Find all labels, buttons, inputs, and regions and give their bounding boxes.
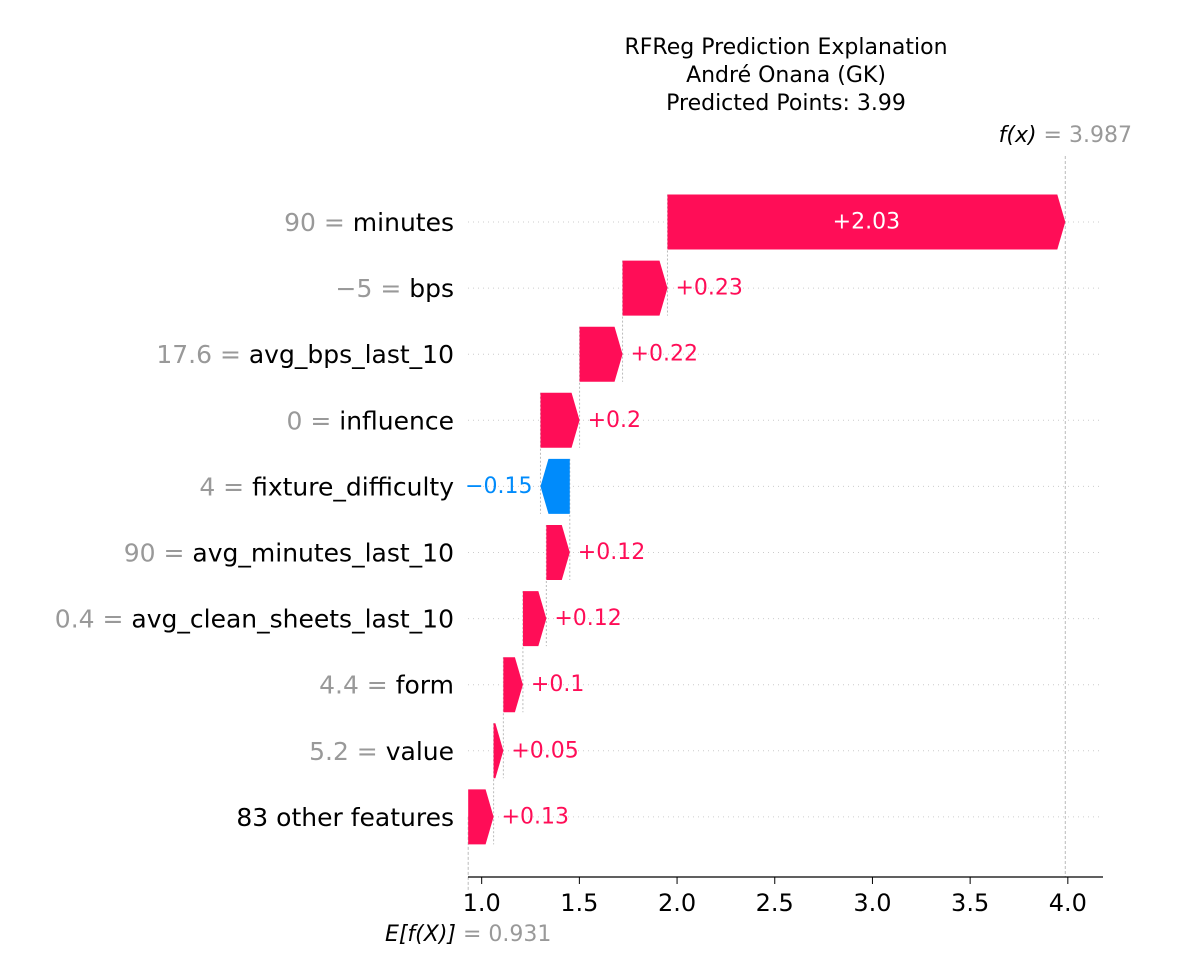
contribution-label: −0.15 — [465, 474, 532, 499]
x-tick-label: 2.0 — [658, 889, 696, 917]
feature-name: form — [396, 670, 454, 699]
x-tick-label: 3.5 — [951, 889, 989, 917]
contribution-label: +0.22 — [631, 342, 698, 367]
fx-symbol: f(x) — [999, 123, 1037, 148]
value-annotations: f(x) = 3.987 E[f(X)] = 0.931 — [385, 123, 1132, 947]
feature-name: minutes — [353, 208, 454, 237]
final-value-annotation: f(x) = 3.987 — [999, 123, 1132, 148]
x-tick-label: 2.5 — [756, 889, 794, 917]
contribution-bar — [546, 525, 570, 580]
feature-label: 4 = fixture_difficulty — [199, 472, 454, 501]
contribution-label: +0.13 — [502, 804, 569, 829]
x-axis: 1.0 1.5 2.0 2.5 3.0 3.5 4.0 — [463, 876, 1103, 917]
title-line-1: RFReg Prediction Explanation — [624, 35, 947, 60]
x-tick-label: 1.0 — [463, 889, 501, 917]
feature-value: 90 = — [124, 538, 193, 567]
contribution-bar — [667, 194, 1066, 250]
contribution-label: +0.12 — [578, 540, 645, 565]
feature-label: 0 = influence — [287, 406, 454, 435]
contribution-bar — [540, 392, 580, 448]
contribution-bar — [493, 723, 504, 779]
feature-value: 0 = — [287, 406, 340, 435]
feature-name: avg_clean_sheets_last_10 — [131, 604, 454, 633]
feature-label: 0.4 = avg_clean_sheets_last_10 — [55, 604, 454, 633]
feature-label: 17.6 = avg_bps_last_10 — [156, 340, 454, 369]
ex-value: = 0.931 — [456, 922, 551, 947]
feature-name: value — [386, 736, 454, 765]
feature-name: bps — [409, 274, 454, 303]
feature-label: 4.4 = form — [319, 670, 454, 699]
title-line-2: André Onana (GK) — [686, 63, 886, 88]
contribution-bar — [468, 789, 494, 845]
feature-label: 90 = avg_minutes_last_10 — [124, 538, 454, 567]
contribution-bars — [468, 194, 1066, 845]
feature-value: 0.4 = — [55, 604, 132, 633]
contribution-label: +2.03 — [833, 210, 900, 235]
chart-title: RFReg Prediction Explanation André Onana… — [624, 35, 947, 116]
feature-label: 5.2 = value — [309, 736, 454, 765]
contribution-bar — [579, 326, 623, 382]
contribution-label: +0.23 — [675, 276, 742, 301]
contribution-bar — [622, 260, 668, 316]
base-value-annotation: E[f(X)] = 0.931 — [385, 922, 551, 947]
contribution-label: +0.12 — [554, 606, 621, 631]
contribution-bar — [540, 458, 570, 514]
feature-label: −5 = bps — [336, 274, 454, 303]
feature-value: 4 = — [199, 472, 252, 501]
feature-value: 90 = — [284, 208, 353, 237]
feature-labels: +2.03 90 = minutes +0.23 −5 = bps +0.22 17.6 … — [55, 208, 900, 832]
row-gridlines — [468, 221, 1103, 818]
contribution-label: +0.2 — [588, 408, 641, 433]
ex-symbol: E[f(X)] — [385, 922, 456, 947]
feature-label: 83 other features — [236, 802, 454, 831]
contribution-bar — [522, 591, 547, 647]
feature-name: influence — [339, 406, 454, 435]
feature-name: avg_minutes_last_10 — [192, 538, 454, 567]
x-tick-label: 4.0 — [1049, 889, 1087, 917]
feature-value: 5.2 = — [309, 736, 386, 765]
feature-value: −5 = — [336, 274, 410, 303]
x-tick-label: 1.5 — [560, 889, 598, 917]
feature-value: 4.4 = — [319, 670, 396, 699]
fx-value: = 3.987 — [1037, 123, 1132, 148]
contribution-label: +0.05 — [511, 738, 578, 763]
x-tick-label: 3.0 — [853, 889, 891, 917]
connector-lines — [467, 156, 1066, 891]
contribution-bar — [503, 657, 523, 713]
title-line-3: Predicted Points: 3.99 — [666, 91, 906, 116]
feature-name: 83 other features — [236, 802, 454, 831]
feature-name: fixture_difficulty — [252, 472, 454, 501]
contribution-label: +0.1 — [531, 672, 584, 697]
feature-name: avg_bps_last_10 — [249, 340, 454, 369]
feature-value: 17.6 = — [156, 340, 249, 369]
feature-label: 90 = minutes — [284, 208, 454, 237]
